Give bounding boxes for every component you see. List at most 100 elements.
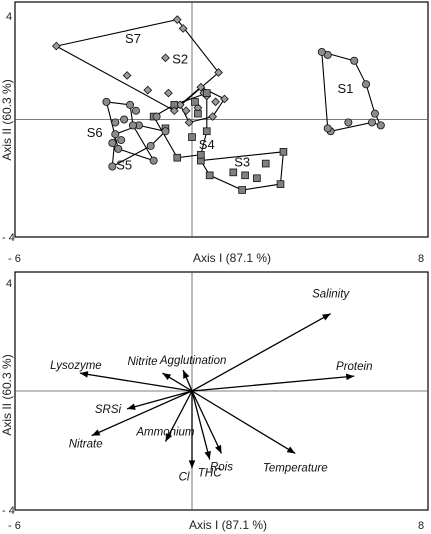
point-s3: [276, 180, 285, 188]
point-s3: [238, 186, 246, 194]
x-tick-right: 8: [418, 253, 424, 265]
point-s6: [120, 115, 129, 124]
point-s3: [253, 174, 261, 183]
point-s5: [111, 130, 120, 139]
x-tick-left: - 6: [8, 520, 21, 532]
y-axis-label: Axis II (60.3 %): [0, 354, 14, 435]
point-s7: [161, 53, 170, 63]
point-s7: [172, 15, 182, 24]
x-axis-label: Axis I (87.1 %): [193, 251, 271, 265]
arrowhead-agglutination: [183, 370, 190, 379]
x-axis-label: Axis I (87.1 %): [189, 518, 267, 532]
point-s3: [279, 148, 288, 156]
vector-label-rois: Rois: [210, 461, 233, 473]
point-s4: [197, 150, 205, 159]
vector-srsi: [126, 390, 193, 410]
vector-label-thc: THC: [198, 467, 222, 479]
point-s1: [370, 109, 379, 118]
group-label-s7: S7: [125, 31, 141, 46]
vector-ammonium: [164, 390, 193, 442]
y-tick-bottom: - 4: [2, 505, 15, 517]
y-tick-top: 4: [6, 278, 12, 290]
point-s3: [261, 159, 270, 168]
point-s4: [202, 89, 211, 97]
arrowhead-nitrite: [162, 373, 172, 381]
point-s7: [178, 24, 188, 33]
arrowhead-thc: [204, 450, 211, 460]
point-s7: [214, 68, 223, 77]
point-s1: [367, 118, 376, 127]
point-s6: [149, 156, 158, 165]
vector-label-salinity: Salinity: [312, 289, 350, 301]
point-s5: [161, 127, 170, 136]
point-s5: [146, 141, 155, 150]
point-s1: [317, 47, 326, 56]
point-s4: [188, 133, 196, 141]
point-s6: [128, 121, 137, 130]
vector-label-temperature: Temperature: [263, 462, 328, 474]
y-tick-top: 4: [6, 11, 12, 23]
point-s5: [117, 136, 126, 145]
point-s7: [51, 41, 61, 51]
vector-label-lysozyme: Lysozyme: [50, 360, 102, 372]
vector-label-protein: Protein: [336, 361, 372, 373]
point-s2: [181, 106, 191, 116]
y-axis-label: Axis II (60.3 %): [0, 79, 14, 160]
point-s6: [126, 100, 135, 109]
point-s7: [143, 85, 153, 95]
arrowhead-temperature: [286, 446, 296, 454]
point-s5: [108, 162, 117, 171]
group-label-s1: S1: [337, 81, 353, 96]
group-label-s2: S2: [172, 52, 188, 67]
arrowhead-nitrate: [91, 429, 101, 436]
point-s7: [122, 71, 132, 80]
point-s5: [152, 112, 161, 121]
vector-label-nitrate: Nitrate: [69, 439, 103, 451]
vector-protein: [191, 375, 355, 392]
point-s6: [111, 118, 120, 127]
vector-salinity: [191, 313, 331, 392]
point-s4: [202, 127, 211, 136]
point-s2: [196, 82, 206, 92]
group-label-s3: S3: [234, 155, 250, 170]
point-s6: [114, 144, 123, 153]
vector-label-srsi: SRSi: [95, 404, 122, 416]
point-s3: [229, 168, 238, 177]
vector-lysozyme: [79, 372, 193, 392]
vector-label-agglutination: Agglutination: [159, 355, 227, 367]
point-s2: [208, 112, 218, 121]
arrowhead-salinity: [322, 313, 331, 321]
arrowhead-lysozyme: [79, 371, 89, 378]
vector-temperature: [191, 390, 296, 455]
point-s1: [376, 121, 385, 130]
point-s3: [241, 171, 249, 180]
y-tick-bottom: - 4: [2, 232, 15, 244]
vector-label-nitrite: Nitrite: [127, 356, 157, 368]
group-label-s5: S5: [116, 157, 132, 172]
arrowhead-rois: [215, 444, 222, 454]
point-s6: [108, 138, 117, 147]
arrowhead-protein: [345, 373, 355, 381]
arrowhead-srsi: [127, 403, 136, 410]
point-s4: [173, 153, 182, 162]
point-s3: [205, 171, 214, 180]
group-label-s4: S4: [199, 137, 215, 152]
vector-label-ammonium: Ammonium: [135, 427, 195, 439]
vector-nitrate: [91, 390, 193, 437]
point-s2: [184, 118, 194, 127]
point-s7: [164, 88, 173, 98]
point-s1: [323, 124, 332, 133]
point-s2: [220, 94, 229, 104]
point-s4: [191, 98, 199, 106]
x-tick-right: 8: [418, 520, 424, 532]
point-s5: [131, 106, 140, 115]
point-s1: [350, 56, 359, 65]
arrowhead-ammonium: [165, 432, 173, 442]
point-s1: [362, 80, 371, 89]
point-s4: [194, 109, 202, 118]
point-s7: [169, 106, 179, 116]
group-label-s6: S6: [87, 125, 103, 140]
point-s1: [344, 118, 353, 127]
point-s2: [211, 97, 220, 107]
